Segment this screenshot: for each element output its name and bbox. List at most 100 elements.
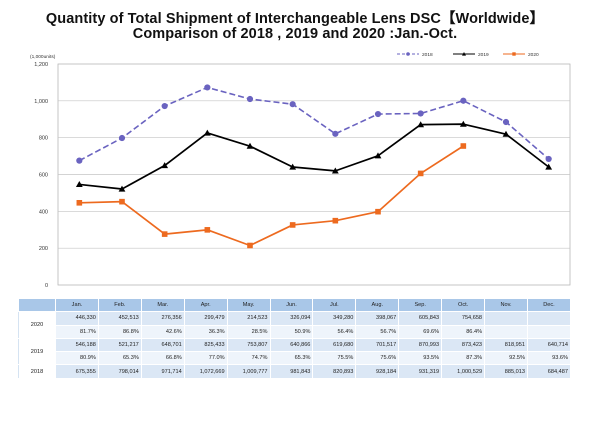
table-cell-value: 640,866 [269,337,314,353]
table-header-row: Jan. Feb. Mar. Apr. May. Jun. Jul. Aug. Sep. Oct.… [18,297,572,313]
table-column-header: Nov. [484,297,528,313]
table-cell-ratio: 56.7% [355,324,400,339]
data-point-2018 [417,110,424,117]
line-chart: 0 200 400 600 800 1,000 1,200 (1,000units) 2018 2… [30,52,571,289]
series-line-2020 [79,145,464,247]
table-cell-value: 798,014 [97,364,142,379]
table-cell-value: 928,184 [355,364,400,379]
data-point-2019 [75,181,83,188]
data-point-2019 [374,152,382,159]
table-cell-value: 885,013 [484,364,528,379]
table-cell-ratio: 36.3% [183,324,228,339]
table-cell-ratio: 87.3% [441,351,486,366]
data-point-2019 [331,167,339,174]
data-point-2020 [204,227,211,233]
table-cell-value: 818,951 [484,337,528,353]
legend-label-2020: 2020 [528,52,539,58]
table-row: 2018 675,355 798,014 971,714 1,072,669 1,009,… [18,364,572,379]
legend-marker-2018 [406,52,410,56]
table-column-header: May. [226,297,271,313]
data-point-2018 [374,110,382,118]
table-cell-ratio: 75.6% [355,351,400,366]
data-table: Jan. Feb. Mar. Apr. May. Jun. Jul. Aug. Sep. Oct.… [18,297,572,379]
series-line-2018 [78,86,550,162]
table-cell-value: 981,843 [269,364,314,379]
table-cell-value: 754,658 [441,311,486,326]
y-tick-label: 400 [39,209,48,215]
table-cell-ratio: 65.3% [269,351,314,366]
legend-label-2019: 2019 [478,52,489,58]
data-point-2019 [459,120,467,127]
table-cell-value: 825,433 [183,337,228,353]
table-cell-value: 873,423 [441,337,486,353]
table-row-ratio: 80.9% 65.3% 66.8% 77.0% 74.7% 65.3% 75.5% 75.6%… [19,351,572,366]
data-point-2020 [460,143,467,149]
table-row-label: 2020 [18,311,56,339]
table-cell-ratio: 75.5% [312,351,357,366]
unit-label: (1,000units) [30,54,56,60]
legend-marker-2019 [462,52,466,56]
table-cell-ratio: 93.5% [398,351,443,366]
data-point-2018 [289,101,296,108]
table-cell-value: 546,188 [55,337,99,353]
table-row: 2020 446,330 452,513 276,356 299,479 214,523 3… [18,311,572,339]
table-cell-value: 753,807 [226,337,271,353]
data-point-2018 [118,134,126,142]
series-line-2019 [79,123,550,190]
table-cell-value: 931,319 [398,364,443,379]
y-tick-label: 1,200 [34,62,48,68]
chart-subtitle: Comparison of 2018 , 2019 and 2020 :Jan.… [132,26,458,42]
table-cell-value: 1,000,529 [441,364,486,379]
data-point-2020 [417,170,424,177]
data-point-2019 [417,121,425,128]
table-column-header: Aug. [355,297,400,313]
table-cell-ratio: 93.6% [526,351,572,366]
table-cell-value: 684,487 [526,364,572,379]
table-row: 2019 546,188 521,217 648,701 825,433 753,807 6… [18,337,572,366]
table-column-header: Sep. [398,297,443,313]
table-cell-ratio: 69.6% [398,324,443,339]
data-point-2020 [332,217,339,224]
data-point-2018 [502,118,510,126]
table-column-header: Jul. [312,297,357,313]
table-corner [18,297,56,313]
data-point-2020 [375,208,381,215]
data-point-2020 [76,200,83,206]
data-point-2018 [204,84,211,91]
table-cell-value: 452,513 [97,311,142,326]
y-tick-label: 0 [45,283,48,289]
table-cell-value: 299,479 [183,311,228,326]
table-cell-value: 605,843 [398,311,443,326]
table-cell-value: 521,217 [97,337,142,353]
data-point-2018 [460,97,467,104]
table-cell-value: 1,009,777 [226,364,271,379]
table-cell-value: 398,067 [355,311,400,326]
table-column-header: Jan. [55,297,99,313]
table-column-header: Oct. [441,297,486,313]
table-row-ratio: 81.7% 86.8% 42.6% 36.3% 28.5% 50.9% 56.4% 56.7%… [19,324,572,339]
table-cell-value: 349,280 [312,311,357,326]
data-point-2018 [246,95,254,103]
table-cell-ratio: 81.7% [55,324,99,339]
table-cell-ratio: 66.8% [140,351,185,366]
table-cell-value: 640,714 [526,337,572,353]
table-cell-value: 971,714 [140,364,185,379]
data-point-2019 [203,129,211,136]
table-cell-ratio [526,324,572,339]
table-cell-value: 820,893 [312,364,357,379]
table-body: 2020 446,330 452,513 276,356 299,479 214,523 3… [18,311,572,379]
table-column-header: Mar. [140,297,185,313]
data-point-2019 [289,163,297,170]
data-point-2020 [289,222,296,228]
table-cell-value: 619,680 [312,337,357,353]
data-point-2019 [118,185,126,192]
table-cell-ratio: 65.3% [97,351,142,366]
table-column-header: Feb. [97,297,142,313]
table-column-header: Apr. [183,297,228,313]
y-tick-label: 600 [39,173,48,179]
table-cell-value: 675,355 [55,364,99,379]
data-point-2019 [161,162,169,169]
data-point-2018 [161,102,168,110]
data-point-2019 [545,163,553,170]
table-cell-ratio: 56.4% [312,324,357,339]
